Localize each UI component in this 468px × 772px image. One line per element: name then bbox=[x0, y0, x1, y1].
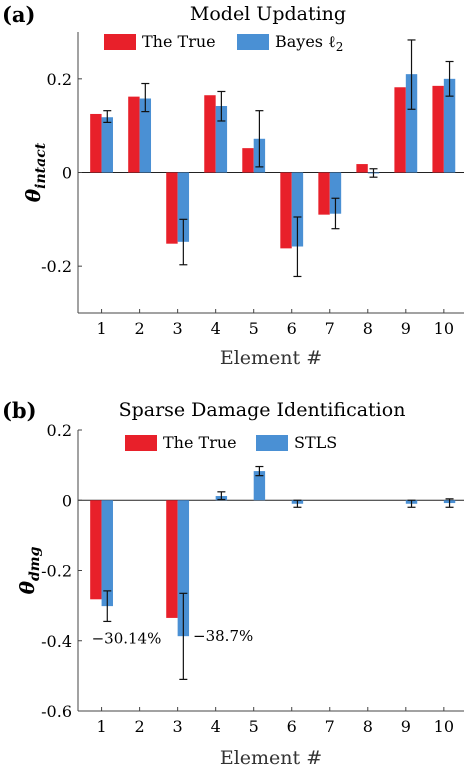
y-axis-subscript: dmg bbox=[27, 546, 43, 581]
chart-panel-b: (b) Sparse Damage Identification 0.2 0 -0.2 -… bbox=[2, 398, 464, 769]
legend-label-estimate-main: STLS bbox=[294, 433, 337, 452]
legend-swatch-estimate bbox=[256, 435, 288, 451]
x-tick-label: 6 bbox=[287, 717, 297, 736]
legend-label-estimate: Bayes ℓ2 bbox=[275, 32, 343, 54]
bar-true bbox=[204, 95, 216, 173]
x-tick-label: 2 bbox=[135, 319, 145, 338]
bar-estimate bbox=[215, 105, 228, 173]
bar-estimate bbox=[405, 74, 418, 173]
panel-label: (b) bbox=[2, 398, 37, 423]
data-annotation: −30.14% bbox=[92, 629, 162, 647]
bar-true bbox=[242, 148, 254, 173]
bar-estimate bbox=[443, 78, 456, 173]
y-tick-label: -0.2 bbox=[41, 257, 72, 276]
bar-true bbox=[394, 87, 406, 173]
bar-true bbox=[166, 172, 178, 244]
legend: The True STLS bbox=[125, 433, 337, 452]
y-axis-label: θdmg bbox=[15, 546, 43, 594]
y-axis-label: θintact bbox=[21, 142, 49, 202]
x-tick-label: 5 bbox=[249, 319, 259, 338]
data-annotation: −38.7% bbox=[193, 627, 253, 645]
x-tick-label: 7 bbox=[325, 717, 335, 736]
bar-true bbox=[166, 500, 178, 618]
legend-swatch-true bbox=[125, 435, 157, 451]
bar-true bbox=[356, 164, 368, 173]
x-tick-label: 3 bbox=[173, 717, 183, 736]
x-tick-label: 8 bbox=[363, 717, 373, 736]
bar-true bbox=[280, 172, 292, 249]
x-axis-label: Element # bbox=[220, 747, 322, 769]
legend-swatch-estimate bbox=[237, 34, 269, 50]
legend-label-true: The True bbox=[163, 433, 237, 452]
chart-title: Sparse Damage Identification bbox=[119, 399, 406, 421]
x-tick-label: 4 bbox=[211, 717, 221, 736]
legend-label-estimate-main: Bayes ℓ bbox=[275, 32, 336, 51]
bar-true bbox=[128, 96, 140, 173]
x-tick-label: 10 bbox=[434, 717, 454, 736]
panel-label: (a) bbox=[2, 2, 35, 27]
x-tick-label: 5 bbox=[249, 717, 259, 736]
x-tick-label: 9 bbox=[401, 319, 411, 338]
y-axis-symbol: θ bbox=[15, 580, 39, 594]
x-tick-label: 1 bbox=[96, 717, 106, 736]
legend-label-estimate-sub: 2 bbox=[336, 40, 344, 54]
x-tick-label: 2 bbox=[135, 717, 145, 736]
x-tick-label: 9 bbox=[401, 717, 411, 736]
bar-estimate bbox=[253, 471, 266, 501]
bar-true bbox=[432, 85, 444, 173]
bar-estimate bbox=[177, 500, 190, 637]
y-tick-label: -0.4 bbox=[41, 632, 72, 651]
bar-true bbox=[90, 113, 102, 173]
bar-estimate bbox=[101, 500, 113, 607]
y-axis-subscript: intact bbox=[33, 142, 49, 189]
bar-estimate bbox=[177, 172, 190, 242]
y-tick-label: 0 bbox=[62, 491, 72, 510]
bar-true bbox=[318, 172, 330, 215]
y-tick-label: 0 bbox=[62, 164, 72, 183]
bar-estimate bbox=[329, 172, 342, 214]
bar-estimate bbox=[139, 98, 152, 173]
bar-true bbox=[90, 500, 102, 600]
y-tick-label: -0.2 bbox=[41, 562, 72, 581]
legend-label-true: The True bbox=[142, 32, 216, 51]
x-tick-label: 6 bbox=[287, 319, 297, 338]
y-tick-label: 0.2 bbox=[47, 421, 72, 440]
chart-title: Model Updating bbox=[190, 3, 346, 25]
y-axis-symbol: θ bbox=[21, 188, 45, 202]
x-tick-label: 3 bbox=[173, 319, 183, 338]
y-tick-label: 0.2 bbox=[47, 70, 72, 89]
x-tick-label: 1 bbox=[96, 319, 106, 338]
x-tick-label: 4 bbox=[211, 319, 221, 338]
legend: The True Bayes ℓ2 bbox=[104, 32, 343, 54]
x-tick-label: 10 bbox=[434, 319, 454, 338]
y-tick-label: -0.6 bbox=[41, 702, 72, 721]
x-tick-label: 8 bbox=[363, 319, 373, 338]
bar-estimate bbox=[101, 117, 113, 173]
bar-estimate bbox=[291, 172, 304, 247]
x-axis-label: Element # bbox=[220, 347, 322, 369]
legend-swatch-true bbox=[104, 34, 136, 50]
x-tick-label: 7 bbox=[325, 319, 335, 338]
chart-panel-a: (a) Model Updating 0.2 0 -0.2 1 2 3 4 5 6 7 8 9 10 Elem… bbox=[2, 2, 464, 369]
legend-label-estimate: STLS bbox=[294, 433, 337, 452]
